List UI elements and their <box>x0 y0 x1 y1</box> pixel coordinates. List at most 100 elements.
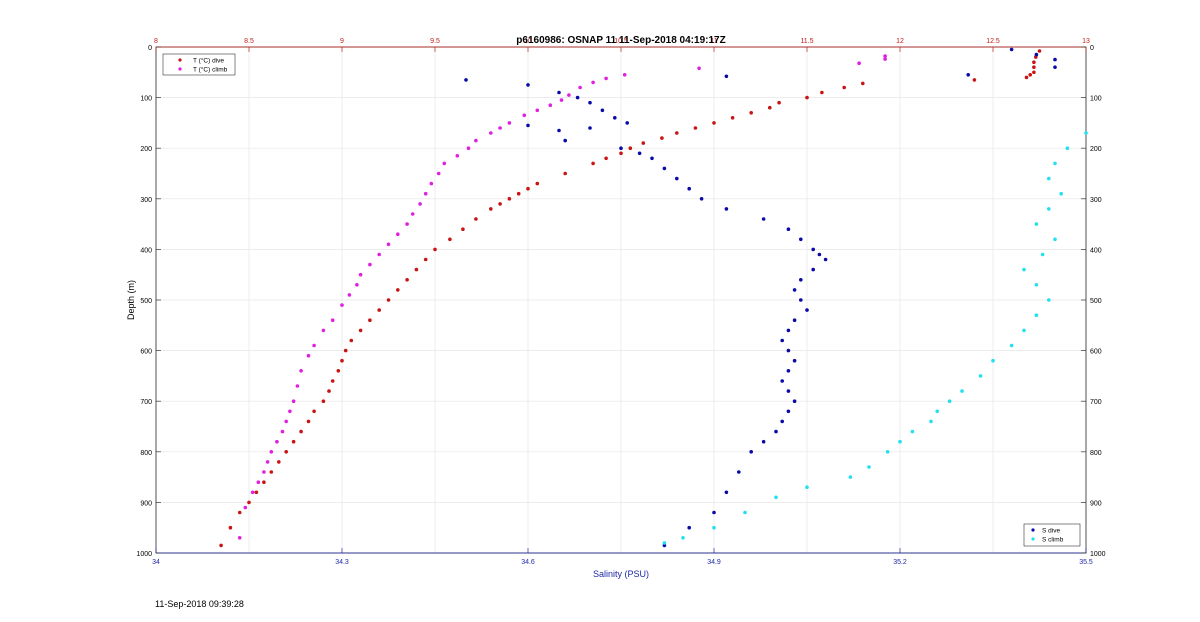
data-point <box>368 318 372 323</box>
data-point <box>265 460 270 464</box>
y-tick-label-left: 200 <box>140 146 152 153</box>
data-point <box>575 95 580 100</box>
data-point <box>526 83 530 87</box>
y-tick-label-right: 600 <box>1090 349 1102 356</box>
series-t-c-dive <box>219 49 1042 548</box>
top-x-tick-label: 12 <box>896 38 904 45</box>
data-point <box>1009 47 1014 52</box>
data-point <box>675 176 679 181</box>
data-point <box>1034 52 1039 57</box>
data-point <box>1028 73 1032 77</box>
footer-timestamp: 11-Sep-2018 09:39:28 <box>155 599 244 609</box>
bottom-x-tick-label: 35.2 <box>893 559 907 566</box>
y-tick-label-right: 700 <box>1090 399 1102 406</box>
data-point <box>306 419 311 424</box>
data-point <box>805 308 809 312</box>
data-point <box>660 136 664 140</box>
data-point <box>516 191 521 196</box>
chart-title: p6160986: OSNAP 11 11-Sep-2018 04:19:17Z <box>516 35 725 46</box>
data-point <box>885 450 890 454</box>
data-point <box>600 108 605 113</box>
data-point <box>743 510 747 515</box>
data-point <box>823 257 828 262</box>
data-point <box>604 76 608 81</box>
data-point <box>966 73 970 77</box>
y-tick-label-right: 900 <box>1090 500 1102 507</box>
data-point <box>386 298 391 302</box>
y-axis-label: Depth (m) <box>126 280 136 320</box>
data-point <box>288 409 292 414</box>
legend-salinity: S dive S climb <box>1023 523 1081 547</box>
data-point <box>1032 65 1036 69</box>
data-point <box>1034 313 1039 318</box>
series-t-c-climb <box>237 54 887 540</box>
data-point <box>805 95 809 100</box>
data-point <box>662 166 667 171</box>
data-point <box>786 328 791 333</box>
data-point <box>433 247 437 252</box>
data-point <box>578 85 582 90</box>
data-point <box>978 374 983 378</box>
data-point <box>687 525 691 530</box>
data-point <box>817 252 822 257</box>
data-point <box>567 93 571 97</box>
data-point <box>340 303 344 307</box>
data-point <box>336 369 341 373</box>
data-point <box>1009 343 1014 348</box>
y-tick-label-left: 100 <box>140 96 152 103</box>
bottom-x-tick-label: 34 <box>152 559 160 566</box>
data-point <box>343 348 348 353</box>
data-point <box>347 293 352 297</box>
top-x-tick-label: 12.5 <box>986 38 1000 45</box>
data-point <box>526 186 530 191</box>
data-point <box>588 126 592 130</box>
data-point <box>299 369 303 373</box>
data-point <box>628 146 633 150</box>
data-point <box>219 543 223 548</box>
data-point <box>641 141 646 145</box>
data-point <box>1040 252 1045 257</box>
data-point <box>448 237 452 242</box>
data-point <box>498 126 502 130</box>
y-tick-label-right: 1000 <box>1090 551 1106 558</box>
data-point <box>730 116 735 120</box>
data-point <box>442 161 447 166</box>
data-point <box>237 510 242 515</box>
data-point <box>436 171 441 176</box>
data-point <box>321 399 326 404</box>
data-point <box>637 151 642 156</box>
data-point <box>277 460 281 464</box>
data-point <box>474 217 478 221</box>
data-point <box>792 399 797 404</box>
data-point <box>1032 70 1036 75</box>
data-point <box>386 242 391 247</box>
data-point <box>269 470 274 474</box>
data-point <box>526 123 530 128</box>
data-point <box>1053 57 1057 62</box>
x-axis-label: Salinity (PSU) <box>593 569 649 579</box>
data-point <box>295 384 300 388</box>
data-point <box>799 298 803 302</box>
data-point <box>799 237 803 242</box>
series-s-climb <box>662 131 1088 545</box>
data-point <box>604 156 608 161</box>
y-tick-label-right: 400 <box>1090 247 1102 254</box>
bottom-x-axis: 34 34.3 34.6 34.9 35.2 35.5 <box>152 548 1093 566</box>
y-tick-label-right: 200 <box>1090 146 1102 153</box>
data-point <box>507 197 512 201</box>
data-point <box>284 450 289 454</box>
data-point <box>591 80 595 85</box>
top-x-tick-label: 11.5 <box>800 38 813 45</box>
data-point <box>693 126 698 130</box>
series-s-dive <box>464 47 1057 548</box>
data-point <box>423 257 428 262</box>
data-point <box>712 525 716 530</box>
data-point <box>777 100 781 105</box>
legend-marker-t-climb <box>178 67 182 71</box>
data-point <box>306 353 311 358</box>
data-point <box>269 450 274 454</box>
data-point <box>780 379 784 383</box>
y-tick-label-left: 700 <box>140 399 152 406</box>
data-point <box>330 379 335 383</box>
